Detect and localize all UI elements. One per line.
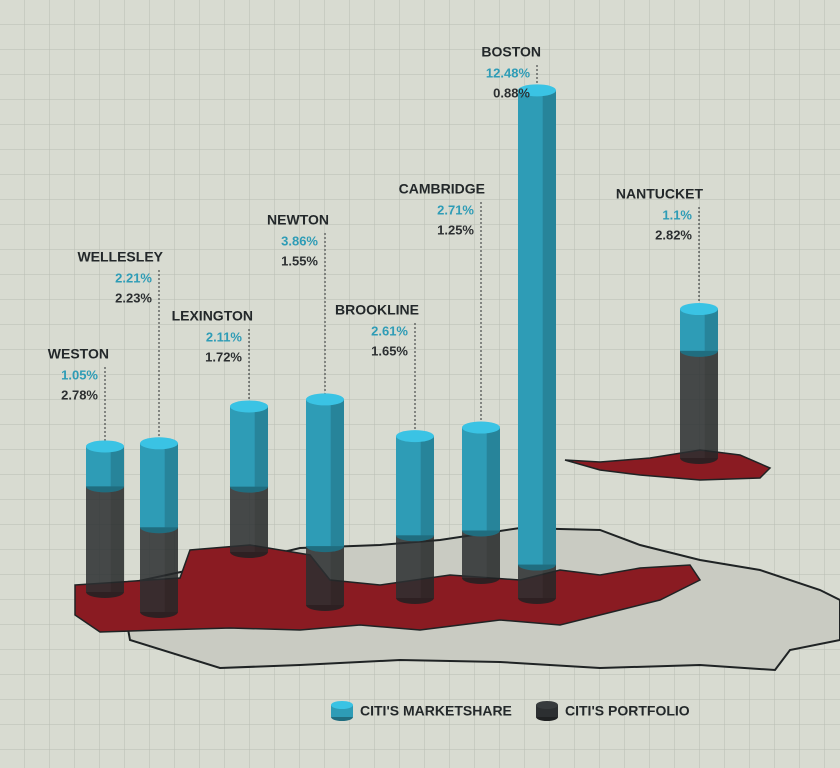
segment-top (462, 421, 500, 434)
cylinder: WELLESLEY 2.21% 2.23% (77, 249, 178, 618)
segment-body (462, 427, 500, 531)
value-label: 12.48% (486, 65, 531, 80)
cylinder-segment (86, 440, 124, 493)
segment-body (462, 530, 500, 578)
segment-shade (420, 535, 434, 598)
segment-body (230, 486, 268, 552)
legend-label: CITI'S PORTFOLIO (565, 703, 690, 719)
value-label: 2.61% (371, 323, 408, 338)
segment-body (86, 486, 124, 592)
segment-top (230, 400, 268, 413)
segment-body (396, 436, 434, 536)
category-label: WELLESLEY (77, 249, 163, 265)
segment-body (306, 546, 344, 605)
map (74, 449, 840, 672)
category-label: BROOKLINE (335, 302, 419, 318)
cylinder-segment (230, 400, 268, 493)
cylinder: BROOKLINE 2.61% 1.65% (335, 302, 434, 604)
cylinder-segment (140, 437, 178, 534)
segment-shade (254, 406, 268, 487)
cylinder: WESTON 1.05% 2.78% (48, 346, 124, 598)
segment-top (680, 303, 718, 316)
value-label: 2.23% (115, 290, 152, 305)
cylinder-segment (462, 421, 500, 537)
cylinder-segment (396, 430, 434, 542)
map-island (564, 449, 772, 481)
segment-body (680, 309, 718, 351)
value-label: 1.72% (205, 349, 242, 364)
segment-top (306, 393, 344, 406)
value-label: 1.1% (662, 207, 692, 222)
cylinder: LEXINGTON 2.11% 1.72% (172, 308, 268, 558)
segment-top (140, 437, 178, 450)
legend-swatch-top (331, 701, 353, 709)
segment-body (396, 535, 434, 598)
segment-shade (704, 350, 718, 458)
segment-shade (542, 90, 556, 565)
cylinder-segment (680, 303, 718, 357)
cylinder-segment (680, 344, 718, 464)
cylinder: NEWTON 3.86% 1.55% (267, 212, 344, 611)
cylinder-segment (140, 521, 178, 618)
category-label: LEXINGTON (172, 308, 253, 324)
legend-label: CITI'S MARKETSHARE (360, 703, 512, 719)
segment-body (140, 527, 178, 612)
category-label: NANTUCKET (616, 186, 704, 202)
segment-shade (704, 309, 718, 351)
category-label: NEWTON (267, 212, 329, 228)
cylinder-segment (306, 393, 344, 553)
cylinder-segment (86, 480, 124, 598)
category-label: WESTON (48, 346, 109, 362)
segment-top (518, 84, 556, 97)
value-label: 0.88% (493, 85, 530, 100)
segment-shade (164, 527, 178, 612)
value-label: 1.65% (371, 343, 408, 358)
segment-body (140, 443, 178, 528)
segment-shade (486, 530, 500, 578)
segment-body (230, 406, 268, 487)
value-label: 2.71% (437, 202, 474, 217)
segment-top (396, 430, 434, 443)
category-label: BOSTON (481, 44, 541, 60)
value-label: 1.55% (281, 253, 318, 268)
segment-body (306, 399, 344, 547)
segment-shade (542, 564, 556, 598)
legend-swatch-top (536, 701, 558, 709)
cylinder: BOSTON 12.48% 0.88% (481, 44, 556, 604)
value-label: 2.11% (206, 329, 243, 344)
cylinder-segment (230, 480, 268, 558)
segment-body (680, 350, 718, 458)
cylinder: CAMBRIDGE 2.71% 1.25% (399, 181, 500, 584)
value-label: 2.78% (61, 387, 98, 402)
segment-shade (110, 446, 124, 487)
segment-shade (254, 486, 268, 552)
cylinder: NANTUCKET 1.1% 2.82% (616, 186, 718, 464)
value-label: 1.05% (61, 367, 98, 382)
segment-shade (330, 546, 344, 605)
segment-shade (330, 399, 344, 547)
cylinders: WESTON 1.05% 2.78% WELLESLEY 2.21% 2.23% LEXIN… (48, 44, 718, 618)
legend: CITI'S MARKETSHARE CITI'S PORTFOLIO (331, 701, 690, 721)
value-label: 2.82% (655, 227, 692, 242)
segment-top (86, 440, 124, 453)
category-label: CAMBRIDGE (399, 181, 485, 197)
segment-shade (110, 486, 124, 592)
segment-shade (164, 443, 178, 528)
cylinder-segment (518, 84, 556, 571)
value-label: 1.25% (437, 222, 474, 237)
segment-body (86, 446, 124, 487)
cylinder-segment (396, 529, 434, 604)
segment-shade (486, 427, 500, 531)
value-label: 2.21% (115, 270, 152, 285)
value-label: 3.86% (281, 233, 318, 248)
segment-body (518, 90, 556, 565)
cylinder-segment (462, 524, 500, 584)
segment-shade (420, 436, 434, 536)
